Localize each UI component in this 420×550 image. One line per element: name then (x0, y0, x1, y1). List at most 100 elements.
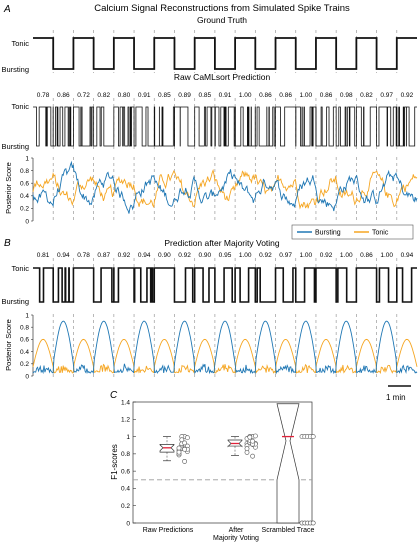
box-notch (276, 403, 300, 524)
c-y-tick-label: 0.6 (121, 468, 130, 475)
a-score-ylabel: Posterior Score (4, 162, 13, 214)
f1-point (244, 446, 250, 452)
raw-prediction-title: Raw CaMLsort Prediction (174, 72, 271, 82)
panel-c-letter: C (110, 390, 118, 401)
f1-point (179, 437, 185, 443)
c-y-tick-label: 1.4 (121, 399, 130, 406)
c-x-label: After (229, 527, 244, 534)
gt-bursting-label: Bursting (1, 65, 29, 74)
mv-segment-score: 0.92 (320, 252, 333, 259)
mv-segment-score: 0.81 (37, 252, 50, 259)
raw-segment-score: 0.91 (138, 92, 151, 99)
raw-segment-score: 0.92 (401, 92, 414, 99)
mv-segment-score: 0.94 (57, 252, 70, 259)
legend-tonic-label: Tonic (372, 230, 389, 237)
legend-box (291, 224, 414, 240)
figure-title: Calcium Signal Reconstructions from Simu… (94, 3, 350, 14)
c-plot-frame (132, 401, 313, 524)
f1-point (310, 434, 316, 439)
mv-segment-score: 1.00 (239, 252, 252, 259)
f1-point (182, 446, 187, 452)
mv-segment-score: 0.78 (77, 252, 90, 259)
f1-point (184, 435, 190, 441)
c-y-tick-label: 0.8 (121, 451, 130, 458)
mv-segment-score: 0.90 (158, 252, 171, 259)
c-y-tick-label: 0.2 (121, 503, 130, 510)
majority-voting-title: Prediction after Majority Voting (164, 238, 280, 248)
b-score-tonic-score-line (32, 338, 418, 374)
f1-point (310, 520, 316, 526)
mv-segment-score: 0.92 (118, 252, 131, 259)
raw-segment-score: 0.86 (57, 92, 70, 99)
b-score-y-tick-label: 0.8 (20, 325, 29, 332)
b-score-bursting-score-line (32, 320, 418, 375)
b-score-y-tick-label: 0.6 (20, 337, 29, 344)
f1-point (250, 453, 255, 459)
raw-tonic-label: Tonic (11, 102, 29, 111)
raw-segment-score: 0.89 (178, 92, 191, 99)
mv-tonic-label: Tonic (11, 264, 29, 273)
a-score-y-tick-label: 0.2 (20, 206, 29, 213)
a-score-y-tick-label: 0 (25, 218, 29, 225)
raw-segment-score: 0.82 (97, 92, 110, 99)
c-y-tick-label: 1 (126, 434, 130, 441)
raw-segment-score: 1.00 (300, 92, 313, 99)
a-score-y-tick-label: 0.8 (20, 168, 29, 175)
raw-segment-score: 0.85 (198, 92, 211, 99)
a-score-y-tick-label: 0.6 (20, 181, 29, 188)
raw-segment-score: 0.72 (77, 92, 90, 99)
f1-point (250, 438, 255, 444)
raw-segment-score: 0.82 (360, 92, 373, 99)
c-x-label: Raw Predictions (143, 527, 194, 534)
raw-segment-score: 1.00 (239, 92, 252, 99)
f1-point (176, 449, 182, 455)
mv-segment-score: 0.87 (97, 252, 110, 259)
raw-segment-score: 0.86 (259, 92, 272, 99)
a-score-bursting-score-line (32, 160, 418, 214)
b-score-y-tick-label: 0.2 (20, 361, 29, 368)
ground-truth-trace (33, 37, 417, 70)
f1-point (182, 458, 187, 464)
panel-b-letter: B (4, 238, 11, 249)
c-y-tick-label: 0 (126, 520, 130, 527)
b-score-y-tick-label: 1 (25, 312, 29, 319)
mv-segment-score: 0.94 (138, 252, 151, 259)
mv-segment-score: 0.97 (279, 252, 292, 259)
raw-segment-score: 0.91 (219, 92, 232, 99)
c-x-label: Majority Voting (213, 535, 259, 542)
c-y-tick-label: 1.2 (121, 417, 130, 424)
raw-bursting-label: Bursting (1, 142, 29, 151)
b-score-ylabel: Posterior Score (4, 319, 13, 371)
mv-segment-score: 0.94 (401, 252, 414, 259)
raw-segment-score: 0.80 (118, 92, 131, 99)
raw-segment-score: 0.78 (37, 92, 50, 99)
raw-segment-score: 0.85 (158, 92, 171, 99)
a-score-y-tick-label: 1 (25, 155, 29, 162)
mv-segment-score: 0.95 (219, 252, 232, 259)
raw-prediction-trace (33, 106, 417, 147)
b-score-y-tick-label: 0.4 (20, 349, 29, 356)
c-ylabel: F1-scores (110, 444, 119, 480)
gt-tonic-label: Tonic (11, 39, 29, 48)
panel-a-letter: A (3, 4, 11, 15)
f1-point (252, 433, 258, 439)
raw-segment-score: 0.86 (320, 92, 333, 99)
f1-point (182, 440, 187, 446)
mv-segment-score: 1.00 (380, 252, 393, 259)
f1-point (247, 434, 253, 440)
mv-segment-score: 1.00 (340, 252, 353, 259)
scale-bar-label: 1 min (386, 393, 406, 402)
mv-segment-score: 0.86 (360, 252, 373, 259)
ground-truth-title: Ground Truth (197, 15, 247, 25)
mv-bursting-label: Bursting (1, 297, 29, 306)
raw-segment-score: 0.97 (380, 92, 393, 99)
mv-segment-score: 0.92 (259, 252, 272, 259)
chart-layer: 0.78 0.86 0.72 0.82 0.80 0.91 0.85 0.89 0.85 0.91… (20, 30, 418, 542)
f1-point (176, 445, 182, 451)
raw-segment-score: 0.86 (279, 92, 292, 99)
mv-prediction-trace (33, 267, 417, 303)
raw-segment-score: 0.98 (340, 92, 353, 99)
a-score-y-tick-label: 0.4 (20, 193, 29, 200)
mv-segment-score: 1.00 (300, 252, 313, 259)
